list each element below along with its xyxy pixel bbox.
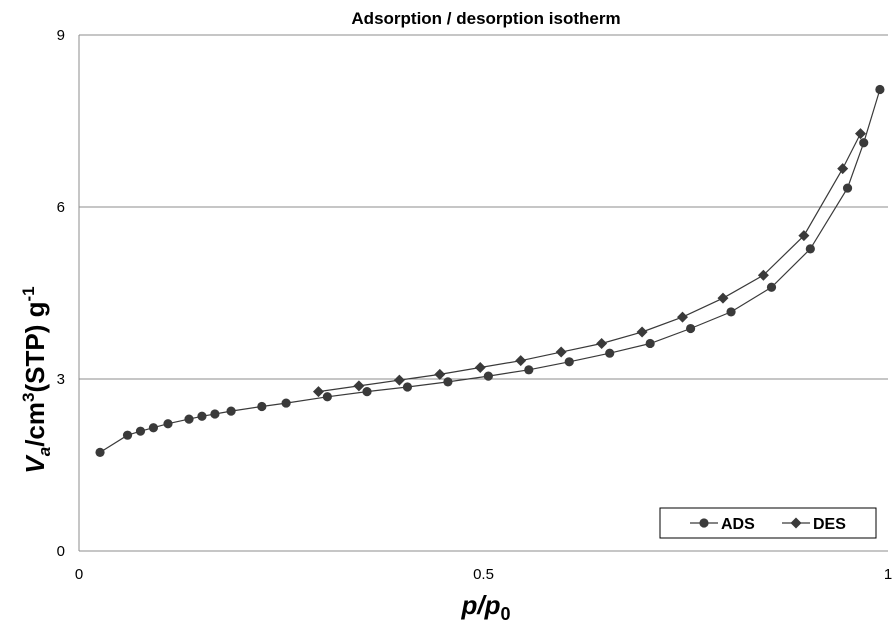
x-tick-label: 1 [884,566,892,583]
ads-point [226,406,236,416]
series-group [95,84,885,457]
ads-point [805,244,815,254]
des-point [312,386,324,398]
y-axis-label: Va/cm3(STP) g-1 [19,286,54,473]
ads-point [95,447,105,457]
des-point [596,337,608,349]
ads-point [443,377,453,387]
des-point [757,269,769,281]
ads-point [686,323,696,334]
ads-point [184,414,194,424]
des-point [837,163,849,175]
ads-point [766,282,777,292]
des-point [555,346,567,358]
ads-point [875,84,885,95]
y-label-v-sub: a [35,447,54,456]
x-label-main: p/p [460,590,500,620]
y-tick-label: 0 [57,543,65,560]
des-point [636,326,648,338]
ads-point [605,348,615,358]
des-point [474,362,486,374]
des-point [677,311,689,323]
y-label-stp: (STP) g [20,302,50,393]
ads-point [859,138,869,148]
ads-point [322,392,332,402]
ads-point [257,401,267,412]
ads-point [148,423,159,433]
des-point [353,380,365,392]
y-label-v: V [20,454,50,474]
ads-point [645,338,655,349]
des-point [434,368,446,380]
ads-point [135,426,146,436]
legend-ads-marker [699,518,709,528]
des-point [717,292,729,304]
des-point [393,374,405,386]
y-label-slash: / [20,440,50,447]
ads-point [483,371,493,381]
legend-des-label: DES [813,516,846,533]
ads-point [524,365,534,375]
ads-point [362,387,372,397]
ads-point [122,430,133,440]
x-tick-label: 0.5 [473,566,494,583]
des-series-line [318,133,862,393]
ads-point [210,409,220,419]
des-point [854,128,866,140]
ads-point [197,411,207,421]
x-tick-label: 0 [75,566,83,583]
ads-point [842,183,853,193]
x-axis-label: p/p0 [460,590,510,624]
y-tick-label: 9 [57,27,65,44]
ads-point [402,382,413,392]
legend-ads-label: ADS [721,516,755,533]
des-point [515,355,527,367]
ads-point [281,398,291,408]
x-label-sub: 0 [500,604,510,624]
y-label-cm-sup: 3 [19,393,38,402]
y-tick-label: 6 [57,199,65,216]
y-label-g-sup: -1 [19,286,38,301]
ads-point [564,357,574,367]
tick-labels: 0 3 6 9 0 0.5 1 [57,27,893,583]
y-label-cm: cm [20,402,50,440]
chart-title: Adsorption / desorption isotherm [351,9,620,28]
legend-des-marker [790,517,802,529]
ads-point [163,419,173,429]
ads-point [726,307,736,317]
gridlines [79,34,888,380]
y-tick-label: 3 [57,371,65,388]
legend: ADS DES [659,507,877,539]
des-point [798,230,810,242]
axes [78,35,888,552]
